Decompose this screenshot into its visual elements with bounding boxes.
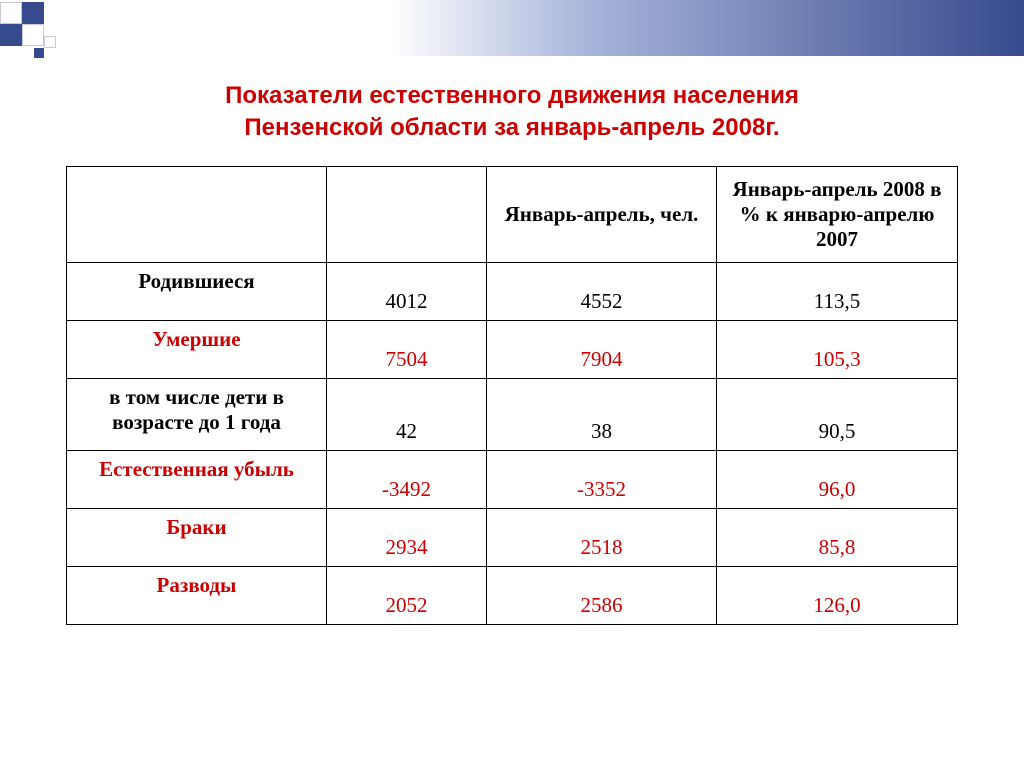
table-row: Браки2934251885,8	[67, 509, 958, 567]
row-label: Умершие	[67, 321, 327, 379]
cell-value: 90,5	[717, 379, 958, 451]
cell-value: 85,8	[717, 509, 958, 567]
cell-value: 42	[327, 379, 487, 451]
row-label: Разводы	[67, 567, 327, 625]
cell-value: 2934	[327, 509, 487, 567]
cell-value: 2052	[327, 567, 487, 625]
col-header-3: Январь-апрель, чел.	[487, 167, 717, 263]
slide-title: Показатели естественного движения населе…	[0, 80, 1024, 145]
col-header-4: Январь-апрель 2008 в % к январю-апрелю 2…	[717, 167, 958, 263]
col-header-1	[67, 167, 327, 263]
title-line-2: Пензенской области за январь-апрель 2008…	[244, 114, 779, 141]
cell-value: 2518	[487, 509, 717, 567]
table-header-row: Январь-апрель, чел. Январь-апрель 2008 в…	[67, 167, 958, 263]
data-table-wrap: Январь-апрель, чел. Январь-апрель 2008 в…	[66, 166, 958, 625]
cell-value: 96,0	[717, 451, 958, 509]
cell-value: 113,5	[717, 263, 958, 321]
row-label: Браки	[67, 509, 327, 567]
row-label: Родившиеся	[67, 263, 327, 321]
col-header-2	[327, 167, 487, 263]
table-row: Естественная убыль-3492-335296,0	[67, 451, 958, 509]
data-table: Январь-апрель, чел. Январь-апрель 2008 в…	[66, 166, 958, 625]
cell-value: -3492	[327, 451, 487, 509]
cell-value: 105,3	[717, 321, 958, 379]
cell-value: 38	[487, 379, 717, 451]
table-row: Разводы20522586126,0	[67, 567, 958, 625]
cell-value: 4552	[487, 263, 717, 321]
row-label: в том числе дети в возрасте до 1 года	[67, 379, 327, 451]
table-row: Родившиеся40124552113,5	[67, 263, 958, 321]
cell-value: -3352	[487, 451, 717, 509]
cell-value: 126,0	[717, 567, 958, 625]
cell-value: 4012	[327, 263, 487, 321]
cell-value: 7504	[327, 321, 487, 379]
corner-motif	[0, 2, 70, 58]
cell-value: 2586	[487, 567, 717, 625]
table-row: в том числе дети в возрасте до 1 года423…	[67, 379, 958, 451]
table-row: Умершие75047904105,3	[67, 321, 958, 379]
cell-value: 7904	[487, 321, 717, 379]
top-banner	[0, 0, 1024, 56]
row-label: Естественная убыль	[67, 451, 327, 509]
title-line-1: Показатели естественного движения населе…	[225, 82, 799, 109]
